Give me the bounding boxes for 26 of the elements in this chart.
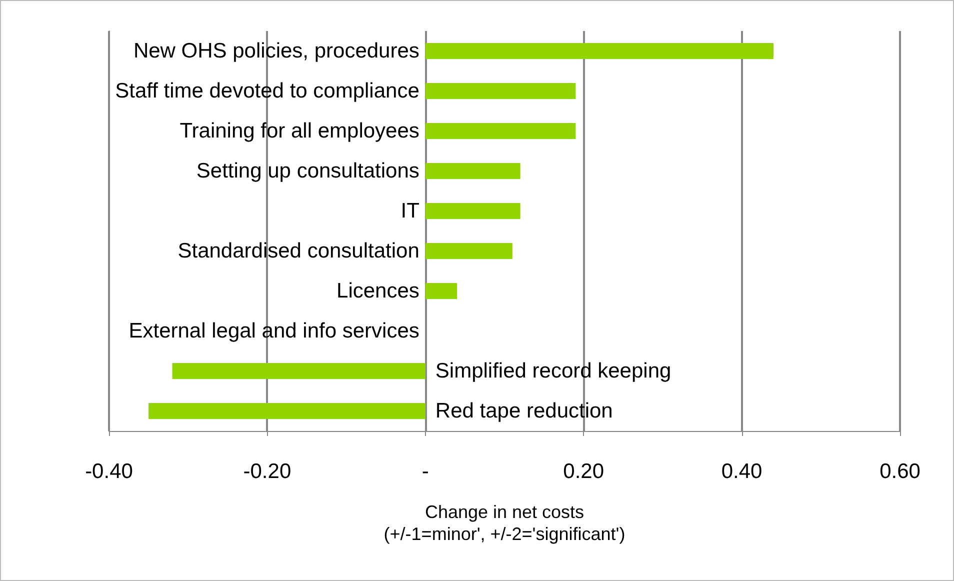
y-tick-label: Red tape reduction — [435, 400, 613, 422]
y-tick-label: External legal and info services — [128, 320, 420, 342]
bar — [425, 283, 458, 299]
y-tick-label: Staff time devoted to compliance — [115, 80, 420, 102]
bar — [172, 363, 426, 379]
bar — [425, 163, 520, 179]
x-tick-label: -0.20 — [243, 460, 292, 483]
bar — [148, 403, 426, 419]
y-tick-label: Training for all employees — [180, 120, 420, 142]
bar — [425, 203, 520, 219]
x-tick-label: 0.60 — [880, 460, 920, 483]
bar — [425, 83, 576, 99]
y-tick-label: Standardised consultation — [178, 240, 420, 262]
bar — [425, 123, 576, 139]
bar — [425, 243, 512, 259]
y-tick-label: IT — [400, 200, 420, 222]
x-axis-title: Change in net costs (+/-1=minor', +/-2='significant') — [384, 502, 626, 544]
x-tick-label: 0.20 — [563, 460, 604, 483]
y-tick-label: Setting up consultations — [196, 160, 420, 182]
x-tick-label: 0.40 — [721, 460, 762, 483]
y-tick-label: Licences — [336, 280, 420, 302]
x-tick-label: -0.40 — [85, 460, 133, 483]
bar — [425, 43, 774, 59]
x-tick-label: - — [422, 460, 429, 483]
y-tick-label: New OHS policies, procedures — [133, 40, 420, 62]
y-tick-label: Simplified record keeping — [435, 360, 672, 382]
